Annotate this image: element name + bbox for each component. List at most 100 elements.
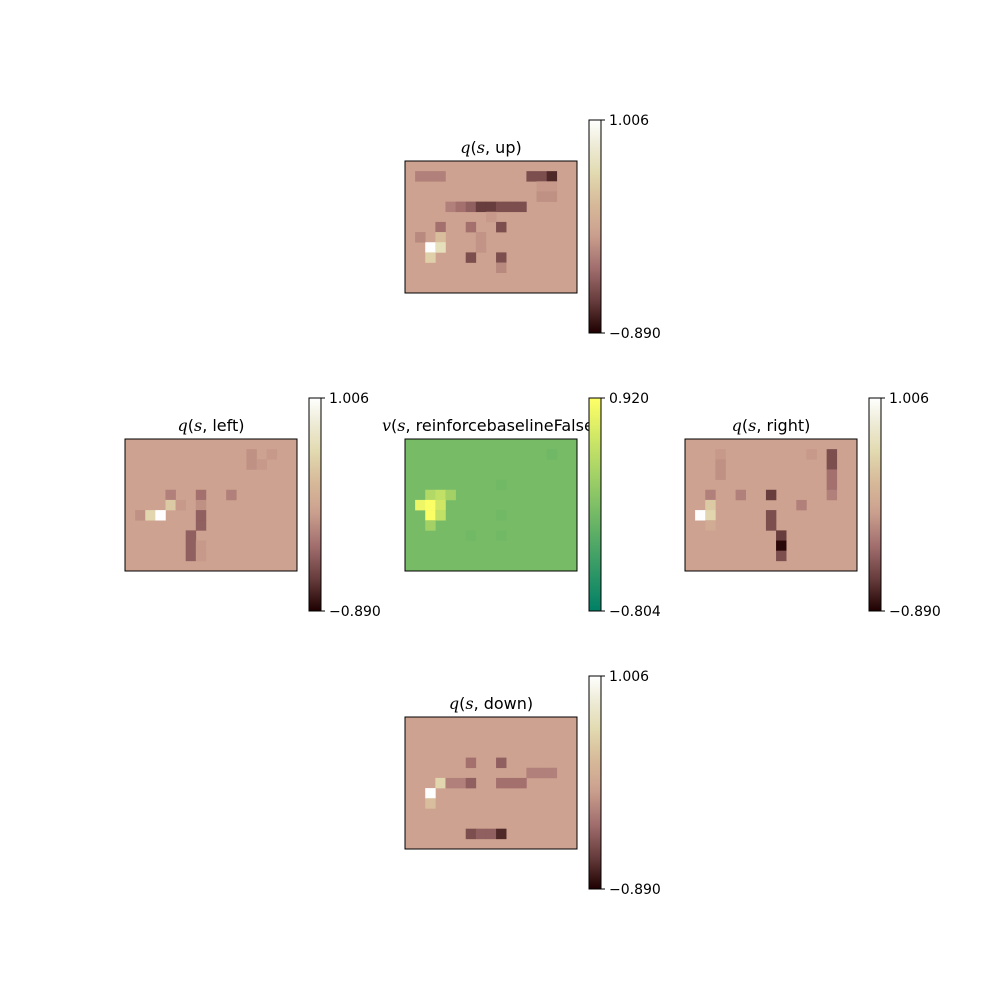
heatmap-cell [465,221,477,233]
heatmap-cell [435,510,446,521]
heatmap-cell [195,510,207,521]
heatmap-cell [195,499,207,511]
heatmap-cell [765,520,777,531]
heatmap-cell [465,777,477,789]
heatmap-cell [715,449,726,460]
title-var: s [397,416,405,435]
heatmap-cell [536,171,547,182]
heatmap-cell [705,520,716,531]
heatmap-cell [705,510,716,521]
colorbar-frame [588,119,602,334]
heatmap-cell [516,777,527,789]
heatmap-cell [425,242,436,253]
heatmap-background [405,717,577,849]
heatmap-cell [536,767,547,779]
heatmap-cell [465,828,477,840]
heatmap-cell [826,489,838,501]
heatmap-cell [485,828,497,840]
heatmap-cell [526,171,537,182]
colorbar-left [309,398,321,611]
heatmap-cell [826,479,838,491]
colorbar-min-label: −0.890 [609,882,661,898]
heatmap-cell [425,788,436,799]
heatmap-cell [435,232,446,243]
heatmap-cell [465,201,477,213]
heatmap-cell [496,757,507,769]
heatmap-cell [475,201,487,213]
heatmap-cell [546,191,558,202]
heatmap-cell [776,550,787,562]
heatmap-cell [506,777,517,789]
heatmap-cell [705,489,716,501]
heatmap-cell [496,262,507,273]
colorbar-down [589,676,601,889]
heatmap-cell [546,449,558,460]
heatmap-cell [496,252,507,263]
heatmap-cell [826,459,838,470]
heatmap-cell [496,530,507,541]
heatmap-cell [435,499,446,511]
colorbar-min-label: −0.890 [609,326,661,342]
title-open: ( [459,694,465,713]
colorbar-max-label: 0.920 [609,391,649,407]
axes-frame [404,716,578,850]
title-arg: , right) [756,416,810,435]
title-func: q [449,694,459,713]
heatmap-cell [435,221,446,233]
panel-up: q(s, up) 1.006 −0.890 [404,113,661,342]
panel-title-left: q(s, left) [177,416,244,435]
heatmap-cell [185,540,197,551]
heatmap-cell [425,798,436,809]
panel-down: q(s, down) 1.006 −0.890 [404,669,661,898]
axes-frame [124,438,298,572]
heatmap-cell [455,201,467,213]
panel-left: q(s, left) 1.006 −0.890 [124,391,381,620]
heatmap-cell [425,171,436,182]
colorbar-max-label: 1.006 [609,669,649,685]
heatmap-cell [735,489,747,501]
heatmap-cell [195,550,207,562]
heatmap-cell [425,489,436,501]
heatmap-cell [826,469,838,480]
heatmap-cell [435,171,446,182]
heatmap-cell [435,489,446,501]
panel-title-down: q(s, down) [449,694,533,713]
heatmap-cell [226,489,237,501]
heatmap-cell [826,449,838,460]
heatmap-cell [445,777,456,789]
heatmap-cell [496,221,507,233]
title-func: q [732,416,742,435]
heatmap-cell [435,242,446,253]
heatmap-cell [195,489,207,501]
heatmap-cell [256,459,267,470]
heatmap-cell [165,499,176,511]
panel-value: v(s, reinforcebaselineFalse) 0.920 −0.804 [382,391,661,620]
title-var: s [748,416,756,435]
axes-frame [404,160,578,294]
heatmap-cell [765,489,777,501]
title-arg: , reinforcebaselineFalse) [405,416,600,435]
heatmap-cell [546,171,558,182]
heatmap-cell [475,242,487,253]
heatmap-cell [695,510,706,521]
heatmap-cell [496,777,507,789]
heatmap-cell [776,530,787,541]
colorbar-min-label: −0.804 [609,604,661,620]
heatmap-cell [445,489,456,501]
heatmap-cell [546,767,558,779]
title-arg: , left) [202,416,244,435]
heatmap-cell [195,520,207,531]
heatmap-cell [485,211,497,223]
colorbar-frame [308,397,322,612]
panel-title-right: q(s, right) [732,416,811,435]
title-open: ( [471,138,477,157]
heatmap-cell [496,828,507,840]
panel-title-value: v(s, reinforcebaselineFalse) [382,416,600,435]
heatmap-cell [496,510,507,521]
heatmap-cell [135,510,146,521]
title-arg: , down) [474,694,534,713]
heatmap-cell [415,232,426,243]
heatmap-cell [185,550,197,562]
heatmap-cell [165,489,176,501]
